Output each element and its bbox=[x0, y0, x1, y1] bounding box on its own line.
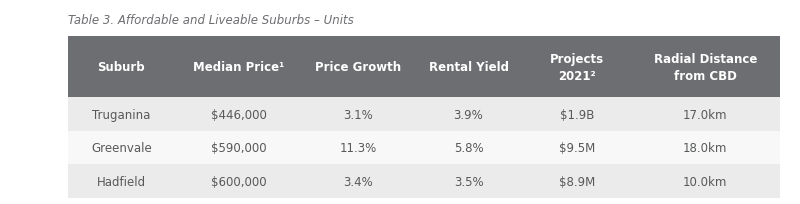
Bar bbox=[68, 131, 780, 165]
Text: 5.8%: 5.8% bbox=[454, 141, 483, 154]
Text: Rental Yield: Rental Yield bbox=[429, 61, 509, 74]
Text: Hadfield: Hadfield bbox=[97, 175, 146, 188]
Text: 3.4%: 3.4% bbox=[343, 175, 373, 188]
Text: 17.0km: 17.0km bbox=[683, 108, 727, 121]
Text: Projects
2021²: Projects 2021² bbox=[550, 52, 604, 82]
Text: 10.0km: 10.0km bbox=[683, 175, 727, 188]
Bar bbox=[68, 165, 780, 198]
Text: Median Price¹: Median Price¹ bbox=[194, 61, 285, 74]
Text: $1.9B: $1.9B bbox=[560, 108, 594, 121]
Text: Greenvale: Greenvale bbox=[91, 141, 152, 154]
Bar bbox=[68, 98, 780, 131]
Text: $9.5M: $9.5M bbox=[559, 141, 595, 154]
Text: Price Growth: Price Growth bbox=[315, 61, 402, 74]
Text: 3.1%: 3.1% bbox=[343, 108, 373, 121]
Text: 3.9%: 3.9% bbox=[454, 108, 483, 121]
Text: $8.9M: $8.9M bbox=[559, 175, 595, 188]
Text: Truganina: Truganina bbox=[92, 108, 150, 121]
Text: Radial Distance
from CBD: Radial Distance from CBD bbox=[654, 52, 757, 82]
Text: Table 3. Affordable and Liveable Suburbs – Units: Table 3. Affordable and Liveable Suburbs… bbox=[68, 14, 354, 27]
Text: 18.0km: 18.0km bbox=[683, 141, 727, 154]
Text: 3.5%: 3.5% bbox=[454, 175, 483, 188]
Text: Suburb: Suburb bbox=[98, 61, 146, 74]
Text: 11.3%: 11.3% bbox=[339, 141, 377, 154]
Text: $446,000: $446,000 bbox=[211, 108, 267, 121]
Text: $600,000: $600,000 bbox=[211, 175, 266, 188]
Bar bbox=[68, 37, 780, 98]
Text: $590,000: $590,000 bbox=[211, 141, 266, 154]
